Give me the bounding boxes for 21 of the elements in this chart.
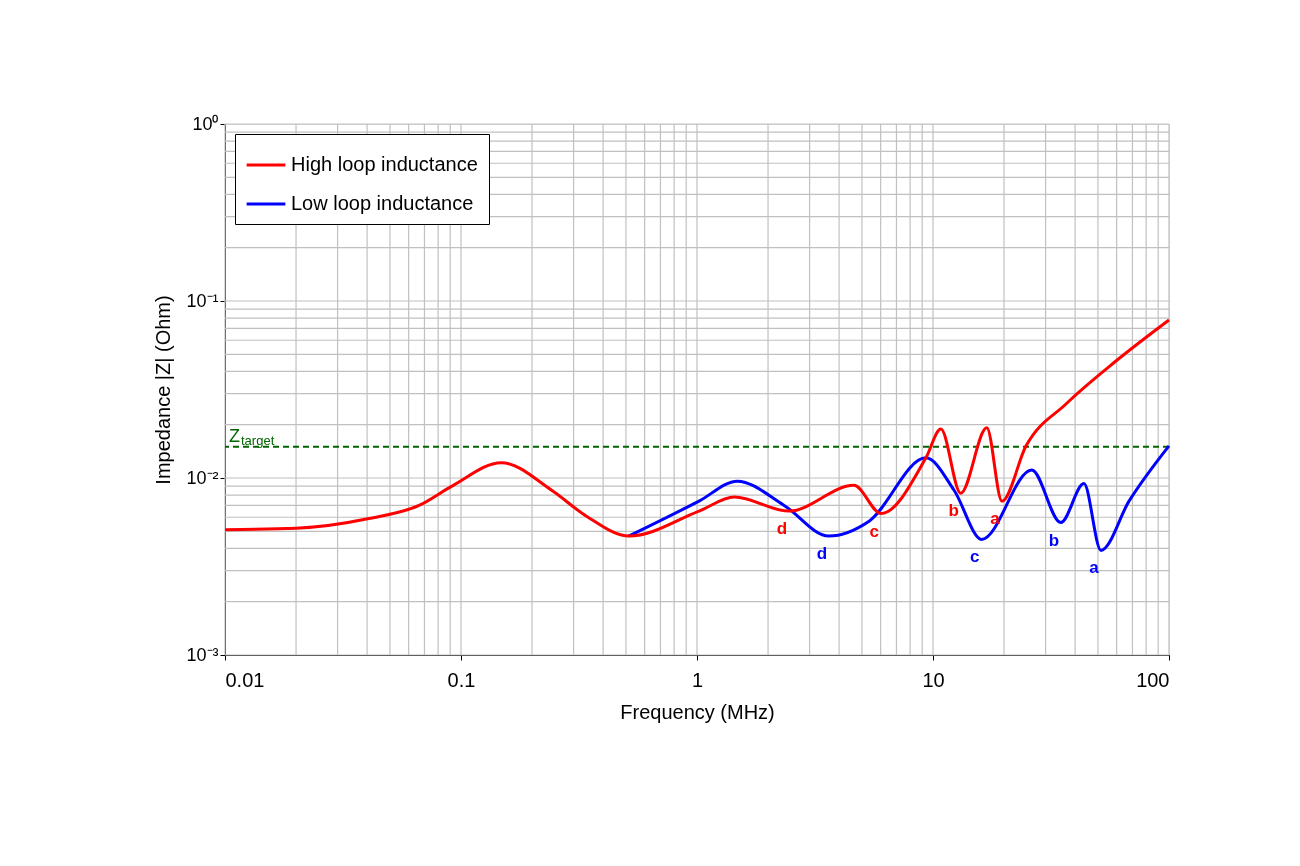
y-tick-label: 10⁻³ (186, 644, 219, 665)
y-tick-label: 10⁻² (186, 467, 219, 488)
annotation: c (970, 547, 980, 567)
legend-label: Low loop inductance (291, 192, 474, 214)
annotation: d (816, 544, 828, 564)
annotation: b (948, 501, 959, 521)
legend-label: High loop inductance (291, 153, 478, 175)
annotation: d (776, 519, 788, 539)
x-tick-label: 0.01 (225, 668, 265, 691)
x-tick-label: 1 (691, 668, 704, 691)
x-axis-title: Frequency (MHz) (620, 700, 775, 723)
annotation: b (1048, 530, 1060, 550)
x-tick-label: 100 (1136, 668, 1170, 691)
y-tick-label: 10⁰ (192, 113, 219, 134)
x-tick-label: 10 (922, 668, 945, 691)
annotation: c (869, 521, 879, 541)
x-tick-label: 0.1 (447, 668, 476, 691)
annotation: a (990, 509, 1001, 529)
y-tick-label: 10⁻¹ (186, 290, 219, 311)
y-axis-title: Impedance |Z| (Ohm) (152, 295, 175, 485)
annotation: a (1089, 558, 1100, 578)
